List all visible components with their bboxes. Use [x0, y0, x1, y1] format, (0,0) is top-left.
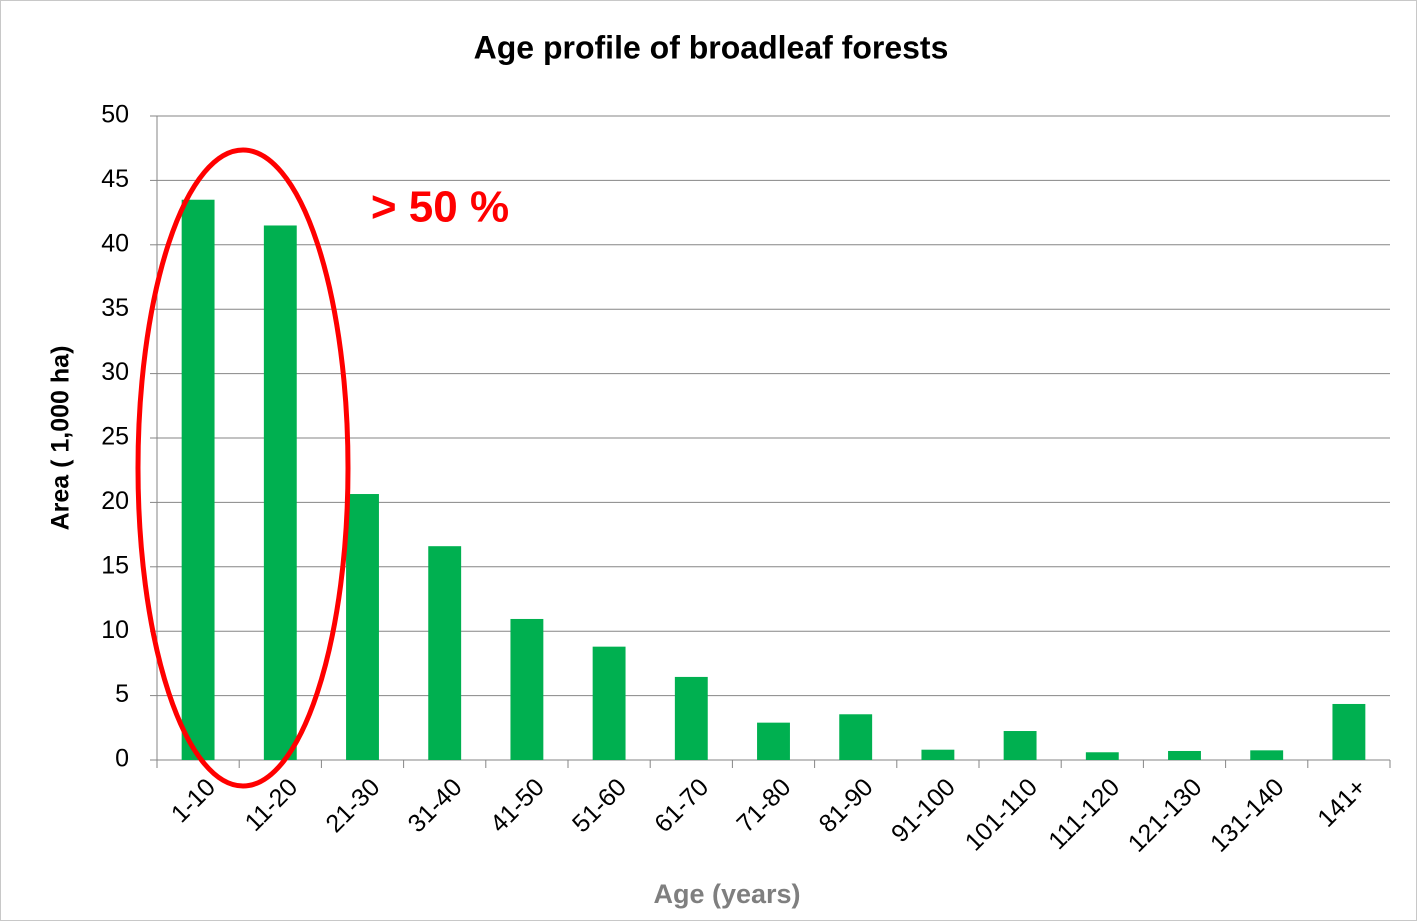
bar [1332, 703, 1366, 760]
bar [263, 225, 297, 761]
y-tick-label: 25 [101, 423, 129, 451]
x-axis-title: Age (years) [653, 879, 800, 909]
y-tick-label: 45 [101, 165, 129, 193]
bar [757, 722, 790, 760]
bar [1250, 750, 1284, 760]
chart-title: Age profile of broadleaf forests [474, 29, 949, 65]
y-tick-label: 40 [101, 229, 129, 257]
y-tick-label: 15 [101, 551, 129, 579]
y-tick-label: 5 [115, 680, 129, 708]
bar [674, 676, 708, 760]
y-tick-label: 50 [101, 101, 129, 129]
bar [181, 199, 215, 761]
y-tick-label: 30 [101, 358, 129, 386]
y-tick-label: 0 [115, 745, 129, 773]
bar [921, 749, 955, 760]
y-axis-title: Area ( 1,000 ha) [47, 346, 75, 531]
bar [428, 546, 462, 760]
bar [1168, 750, 1201, 760]
bar [346, 494, 379, 760]
y-tick-label: 35 [101, 294, 129, 322]
annotation: > 50 % [371, 183, 509, 232]
bar [1085, 752, 1119, 760]
bar [839, 714, 873, 760]
y-tick-label: 20 [101, 487, 129, 515]
bar [1003, 731, 1037, 760]
y-tick-label: 10 [101, 616, 129, 644]
bar [592, 646, 626, 760]
bar [510, 618, 544, 760]
highlight-ellipse [135, 147, 351, 789]
